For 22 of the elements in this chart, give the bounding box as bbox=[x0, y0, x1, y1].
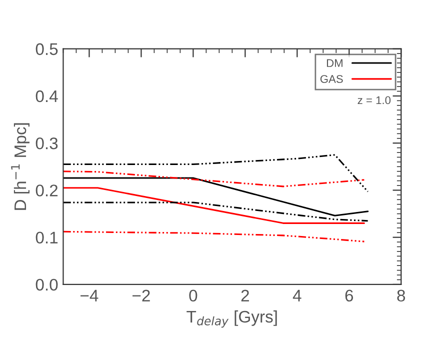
y-tick-label: 0.2 bbox=[36, 184, 58, 196]
legend-label: DM bbox=[326, 59, 342, 67]
y-tick-label: 0.3 bbox=[36, 137, 58, 150]
legend-label: GAS bbox=[320, 75, 343, 83]
x-tick-label: −4 bbox=[80, 290, 98, 302]
line-series bbox=[63, 202, 369, 222]
y-tick-label: 0.5 bbox=[36, 43, 58, 56]
annotation: z = 1.0 bbox=[358, 96, 391, 104]
x-tick-label: 8 bbox=[397, 290, 406, 302]
x-tick-label: 0 bbox=[189, 290, 198, 302]
y-tick-label: 0.0 bbox=[36, 278, 58, 291]
line-series bbox=[63, 170, 365, 188]
x-tick-label: 6 bbox=[345, 290, 354, 302]
x-axis-title: T$_{delay}$ [Gyrs] bbox=[186, 310, 277, 328]
line-series bbox=[63, 230, 365, 242]
y-tick-label: 0.4 bbox=[36, 90, 58, 102]
line-series bbox=[63, 154, 369, 192]
x-tick-label: −2 bbox=[132, 290, 150, 302]
y-axis-title: D [h$^{−1}$ Mpc] bbox=[11, 123, 30, 210]
y-tick-label: 0.1 bbox=[36, 232, 58, 244]
x-tick-label: 4 bbox=[292, 290, 302, 302]
x-tick-label: 2 bbox=[241, 290, 249, 302]
